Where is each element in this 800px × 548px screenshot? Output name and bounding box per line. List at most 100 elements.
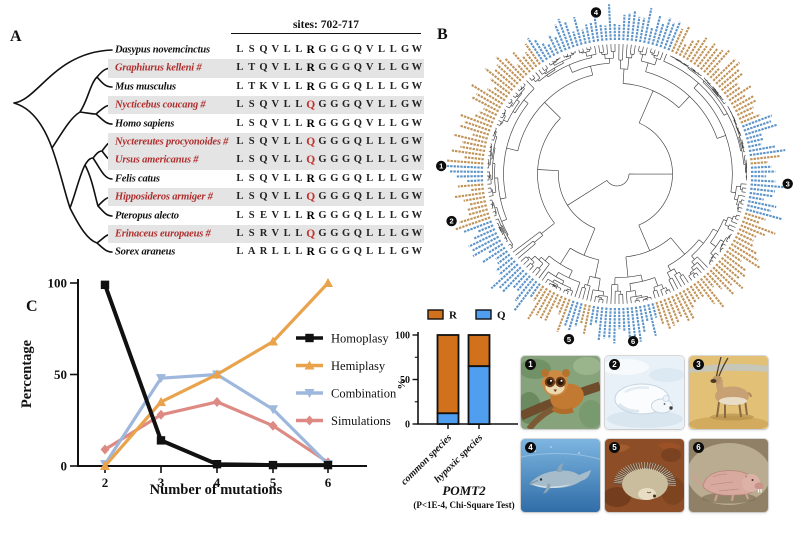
key-site-letter: R: [306, 117, 315, 130]
sequence-letter: G: [400, 43, 410, 55]
sequence-letter: G: [341, 80, 351, 92]
sequence-letter: V: [365, 99, 374, 111]
species-name: Erinaceus europaeus #: [115, 228, 211, 240]
panel-a-cladogram: [13, 49, 113, 253]
key-site-letter: Q: [306, 227, 316, 240]
animal-illustration-tibetan-antelope: 3: [689, 356, 768, 429]
sequence-letter: L: [389, 191, 397, 203]
sequence-letter: L: [389, 117, 397, 129]
sequence-letter: L: [295, 154, 303, 166]
sequence-letter: L: [236, 209, 244, 221]
sequence-letter: Q: [353, 209, 362, 221]
sequence-letter: V: [271, 135, 280, 147]
sequence-letter: V: [365, 117, 374, 129]
sequence-letter: G: [400, 135, 410, 147]
alignment-row: Pteropus alecto L S E V L L R G G G Q L L L G W: [108, 206, 424, 224]
sequence-letter: L: [389, 135, 397, 147]
sequence-letter: G: [330, 209, 339, 221]
sequence-letter: L: [377, 135, 385, 147]
sequence-letter: L: [283, 135, 291, 147]
legend-label-q: Q: [497, 310, 506, 322]
sequence-letter: L: [295, 209, 303, 221]
animal-illustration-naked-mole-rat: 6: [689, 439, 768, 512]
species-name: Nyctereutes procyonoides #: [115, 136, 229, 148]
y-tick-label: 0: [61, 459, 68, 474]
sequence-letter: V: [271, 227, 280, 239]
animal-number-badge: 4: [525, 442, 536, 453]
sequence-letter: L: [389, 209, 397, 221]
sequence-letter: G: [330, 227, 339, 239]
sequence-letter: Q: [259, 135, 268, 147]
panel-a-label: A: [10, 28, 22, 45]
sequence-letter: G: [330, 117, 339, 129]
species-name: Mus musculus: [115, 81, 176, 93]
leaf-labels-common: [446, 26, 780, 334]
alignment-row: Graphiurus kelleni # L T Q V L L R G G G Q V L L G W: [108, 59, 424, 78]
sequence-letter: G: [330, 154, 339, 166]
bar-y-axis-title: %: [396, 379, 408, 390]
sequence-letter: G: [400, 62, 410, 74]
sequence-letter: L: [377, 117, 385, 129]
key-site-letter: R: [306, 80, 315, 93]
legend-label-r: R: [449, 310, 458, 322]
alignment-row: Ursus americanus # L S Q V L L Q G G G Q L L L G W: [108, 151, 424, 170]
tree-marker-2: 2: [446, 215, 457, 227]
sequence-letter: Q: [353, 80, 362, 92]
stacked-bar-hypoxic: [467, 334, 491, 425]
sequence-letter: L: [295, 227, 303, 239]
circular-phylogeny: 1 2 3 4 5 6: [436, 4, 793, 347]
species-name: Graphiurus kelleni #: [115, 62, 202, 74]
sequence-letter: G: [330, 80, 339, 92]
key-site-letter: Q: [306, 154, 316, 167]
sequence-letter: L: [389, 154, 397, 166]
stacked-bar-common: [436, 334, 460, 425]
alignment-row: Homo sapiens L S Q V L L R G G G Q V L L G W: [108, 114, 424, 132]
sequence-letter: G: [318, 172, 327, 184]
alignment-row: Erinaceus europaeus # L S R V L L Q G G G Q L L L G W: [108, 224, 424, 244]
sequence-letter: G: [318, 80, 327, 92]
sequence-letter: L: [366, 172, 374, 184]
sequence-letter: L: [377, 172, 385, 184]
sequence-letter: G: [341, 227, 351, 239]
sequence-letter: L: [236, 154, 244, 166]
sequence-letter: L: [295, 62, 303, 74]
sequence-letter: L: [377, 246, 385, 258]
sequence-letter: Q: [259, 191, 268, 203]
sequence-letter: G: [400, 227, 410, 239]
sequence-letter: L: [377, 80, 385, 92]
alignment-row: Felis catus L S Q V L L R G G G Q L L L G W: [108, 170, 424, 188]
sequence-letter: Q: [259, 117, 268, 129]
svg-text:5: 5: [567, 335, 571, 344]
sequence-letter: W: [411, 99, 423, 111]
stat-test-label: (P<1E-4, Chi-Square Test): [413, 500, 514, 510]
tree-marker-4: 4: [590, 7, 602, 18]
sequence-letter: G: [318, 99, 327, 111]
sequence-letter: G: [400, 172, 410, 184]
sequence-letter: G: [400, 99, 410, 111]
sequence-letter: L: [366, 135, 374, 147]
sequence-letter: Q: [259, 99, 268, 111]
animal-illustration-grid: 1 2 3: [521, 356, 768, 512]
bar-y-tick: 100: [395, 331, 410, 342]
sequence-letter: L: [377, 99, 385, 111]
sequence-letter: G: [318, 209, 327, 221]
sequence-letter: L: [389, 172, 397, 184]
sequence-letter: G: [318, 154, 327, 166]
sequence-letter: W: [411, 227, 423, 239]
sequence-letter: S: [248, 191, 255, 203]
tree-marker-6: 6: [627, 336, 639, 347]
sequence-letter: L: [236, 246, 244, 258]
bar-y-tick: 0: [405, 420, 410, 431]
sequence-letter: L: [236, 99, 244, 111]
sequence-letter: Q: [353, 154, 362, 166]
sequence-letter: L: [366, 246, 374, 258]
sequence-letter: K: [259, 80, 268, 92]
key-site-letter: R: [306, 246, 315, 259]
sequence-letter: Q: [353, 43, 362, 55]
sequence-letter: L: [389, 62, 397, 74]
sequence-letter: V: [271, 80, 280, 92]
sequence-letter: L: [366, 154, 374, 166]
